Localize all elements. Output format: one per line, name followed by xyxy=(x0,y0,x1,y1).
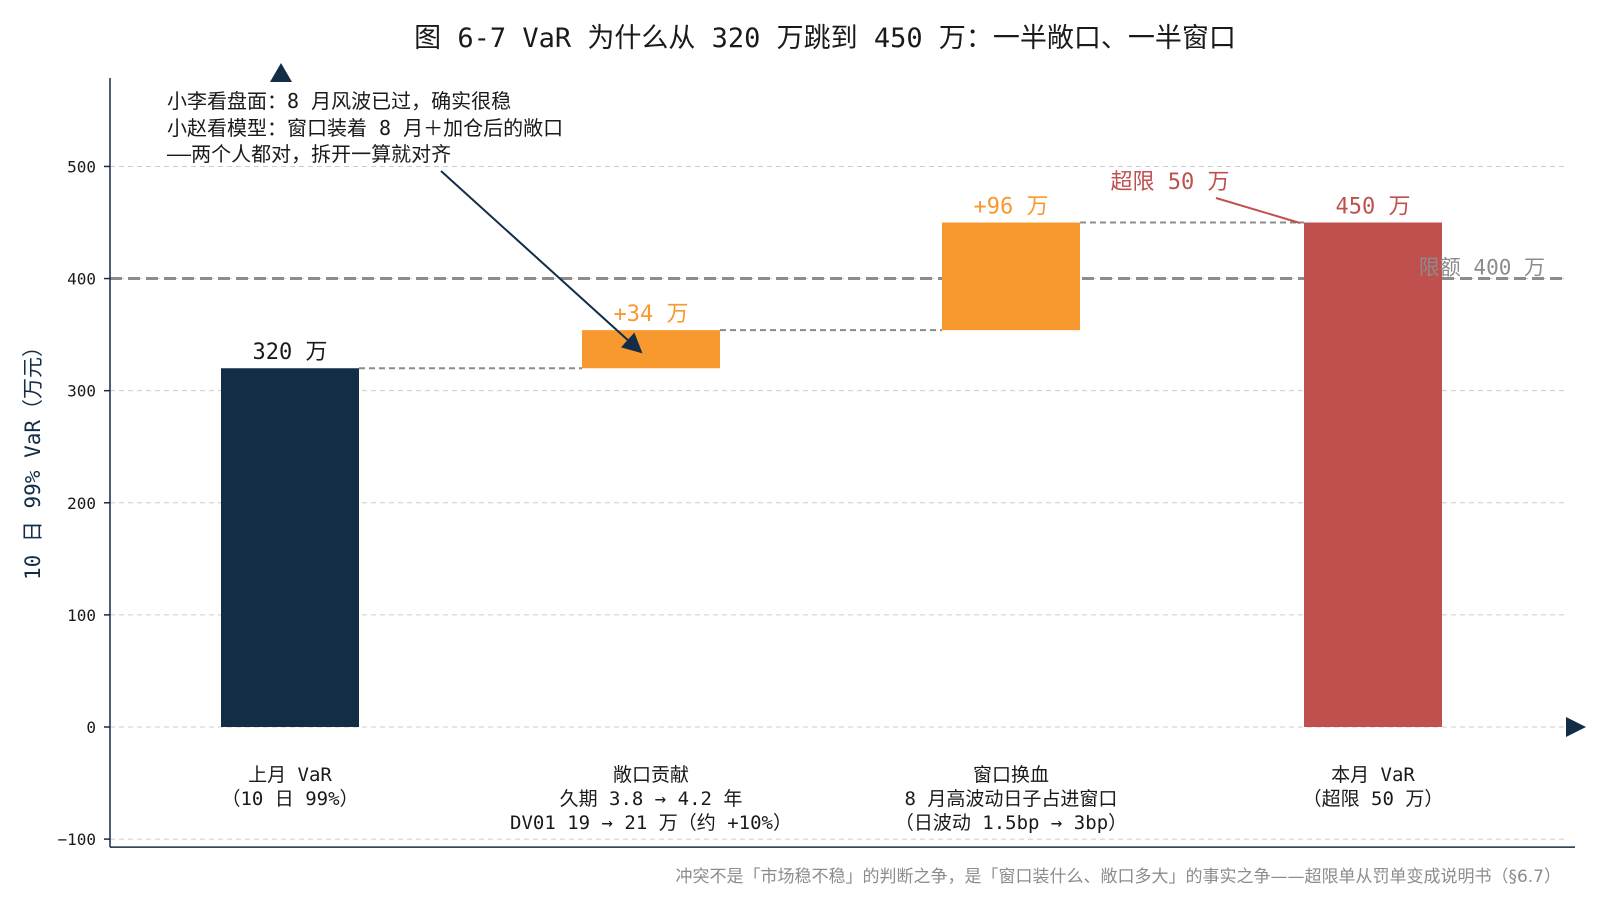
y-tick-label: 100 xyxy=(67,606,96,625)
x-tick-label: （超限 50 万） xyxy=(1303,788,1444,810)
chart-title: 图 6-7 VaR 为什么从 320 万跳到 450 万：一半敞口、一半窗口 xyxy=(414,23,1236,54)
annotation-note: 小李看盘面：8 月风波已过，确实很稳 小赵看模型：窗口装着 8 月＋加仓后的敞口… xyxy=(167,89,643,354)
bar-2 xyxy=(582,330,720,369)
bars-group xyxy=(221,221,1442,727)
x-tick-label: 上月 VaR xyxy=(248,764,332,786)
x-tick-label: 窗口换血 xyxy=(973,764,1049,786)
x-axis-arrow-icon xyxy=(1566,717,1586,737)
limit-label: 限额 400 万 xyxy=(1419,256,1545,280)
annotation-line-3: ——两个人都对，拆开一算就对齐 xyxy=(167,142,451,166)
bar-value-label: +96 万 xyxy=(974,195,1049,220)
x-tick-label: 8 月高波动日子占进窗口 xyxy=(905,788,1118,810)
axes-group: −100 0 100 200 300 400 500 xyxy=(57,63,1586,849)
y-tick-label: −100 xyxy=(57,830,96,849)
footer-caption: 冲突不是「市场稳不稳」的判断之争，是「窗口装什么、敞口多大」的事实之争——超限单… xyxy=(675,867,1561,887)
bar-3 xyxy=(942,222,1080,331)
y-axis-label: 10 日 99% VaR（万元） xyxy=(21,336,45,580)
y-tick-label: 400 xyxy=(67,270,96,289)
y-tick-label: 500 xyxy=(67,157,96,176)
y-tick-label: 200 xyxy=(67,494,96,513)
y-tick-label: 300 xyxy=(67,382,96,401)
x-tick-label: 久期 3.8 → 4.2 年 xyxy=(560,788,743,810)
x-tick-label: 敞口贡献 xyxy=(613,764,689,786)
annotation-line-1: 小李看盘面：8 月风波已过，确实很稳 xyxy=(167,89,511,113)
bar-4 xyxy=(1304,222,1442,727)
x-tick-label: DV01 19 → 21 万（约 +10%） xyxy=(510,812,792,834)
bar-value-label: 320 万 xyxy=(253,340,328,365)
bar-1 xyxy=(221,368,359,727)
overlimit-label: 超限 50 万 xyxy=(1111,170,1230,195)
bar-value-label: 450 万 xyxy=(1336,195,1411,220)
x-tick-label: （10 日 99%） xyxy=(221,788,358,810)
y-tick-label: 0 xyxy=(86,718,96,737)
labels-group: 320 万 +34 万 +96 万 450 万限额 400 万上月 VaR（10 日 … xyxy=(221,195,1545,834)
overlimit-annotation: 超限 50 万 xyxy=(1111,170,1301,224)
annotation-line-2: 小赵看模型：窗口装着 8 月＋加仓后的敞口 xyxy=(167,116,563,140)
bar-value-label: +34 万 xyxy=(614,302,689,327)
x-tick-label: （日波动 1.5bp → 3bp） xyxy=(895,812,1127,834)
y-axis-arrow-icon xyxy=(270,63,292,82)
x-tick-label: 本月 VaR xyxy=(1331,764,1415,786)
annotation-arrow xyxy=(440,170,643,354)
overlimit-pointer xyxy=(1215,197,1301,224)
